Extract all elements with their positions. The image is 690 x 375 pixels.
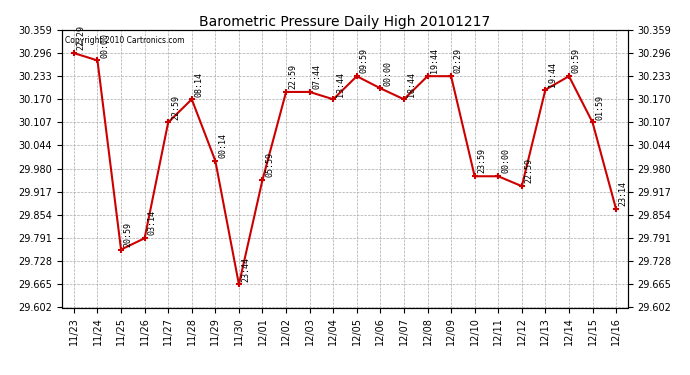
Text: 23:59: 23:59 <box>477 148 486 174</box>
Text: 19:44: 19:44 <box>431 48 440 74</box>
Title: Barometric Pressure Daily High 20101217: Barometric Pressure Daily High 20101217 <box>199 15 491 29</box>
Text: 07:44: 07:44 <box>313 64 322 89</box>
Text: 02:29: 02:29 <box>454 48 463 74</box>
Text: 03:14: 03:14 <box>148 210 157 236</box>
Text: 00:14: 00:14 <box>218 133 227 158</box>
Text: 18:44: 18:44 <box>406 72 415 96</box>
Text: 00:00: 00:00 <box>383 60 392 86</box>
Text: 20:59: 20:59 <box>124 222 132 247</box>
Text: 05:59: 05:59 <box>265 152 274 177</box>
Text: 22:29: 22:29 <box>77 26 86 50</box>
Text: 22:59: 22:59 <box>289 64 298 89</box>
Text: 00:00: 00:00 <box>100 33 109 58</box>
Text: 22:59: 22:59 <box>171 94 180 120</box>
Text: 01:59: 01:59 <box>595 94 604 120</box>
Text: 19:44: 19:44 <box>548 62 557 87</box>
Text: 23:44: 23:44 <box>241 256 250 282</box>
Text: 09:59: 09:59 <box>359 48 368 74</box>
Text: 13:44: 13:44 <box>336 72 345 96</box>
Text: 23:14: 23:14 <box>619 182 628 207</box>
Text: 08:14: 08:14 <box>195 72 204 96</box>
Text: 00:00: 00:00 <box>501 148 510 174</box>
Text: 00:59: 00:59 <box>572 48 581 74</box>
Text: Copyright 2010 Cartronics.com: Copyright 2010 Cartronics.com <box>65 36 184 45</box>
Text: 22:59: 22:59 <box>524 158 533 183</box>
